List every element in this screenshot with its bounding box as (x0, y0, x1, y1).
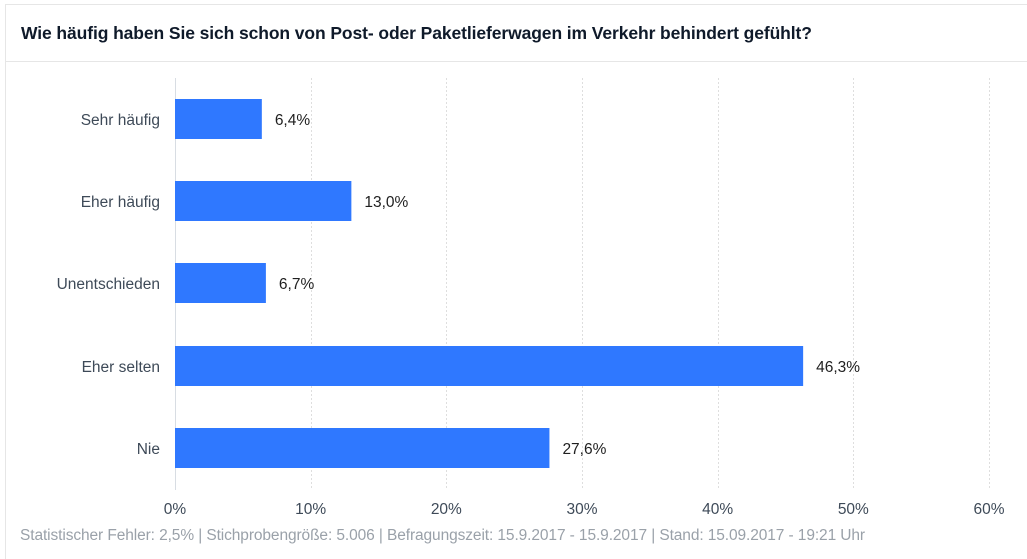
x-tick-label-1: 10% (295, 501, 326, 518)
bar-1[interactable] (175, 181, 352, 221)
x-tick-label-2: 20% (431, 501, 462, 518)
x-axis-ticks: 0% 10% 20% 30% 40% 50% 60% (164, 501, 1005, 518)
value-label-0: 6,4% (275, 112, 311, 129)
x-tick-label-3: 30% (566, 501, 597, 518)
bars (175, 99, 804, 468)
value-labels: 6,4% 13,0% 6,7% 46,3% 27,6% (275, 112, 860, 458)
chart-header: Wie häufig haben Sie sich schon von Post… (6, 5, 1027, 62)
category-label-4: Nie (137, 441, 160, 458)
value-label-1: 13,0% (364, 194, 408, 211)
x-tick-label-0: 0% (164, 501, 187, 518)
category-label-0: Sehr häufig (81, 112, 160, 129)
bar-0[interactable] (175, 99, 262, 139)
bar-4[interactable] (175, 428, 550, 468)
x-tick-label-4: 40% (702, 501, 733, 518)
category-labels: Sehr häufig Eher häufig Unentschieden Eher … (57, 112, 160, 458)
bar-3[interactable] (175, 346, 804, 386)
bar-2[interactable] (175, 263, 266, 303)
category-label-3: Eher selten (82, 359, 160, 376)
value-label-3: 46,3% (816, 359, 860, 376)
value-label-2: 6,7% (279, 276, 315, 293)
category-label-2: Unentschieden (57, 276, 160, 293)
chart-title: Wie häufig haben Sie sich schon von Post… (21, 23, 812, 43)
chart-card: Wie häufig haben Sie sich schon von Post… (5, 4, 1027, 559)
bar-chart: Sehr häufig Eher häufig Unentschieden Eher … (57, 78, 1005, 518)
value-label-4: 27,6% (562, 441, 606, 458)
category-label-1: Eher häufig (81, 194, 160, 211)
chart-footer-source-note: Statistischer Fehler: 2,5% | Stichproben… (20, 527, 865, 544)
x-tick-label-5: 50% (838, 501, 869, 518)
x-tick-label-6: 60% (973, 501, 1004, 518)
